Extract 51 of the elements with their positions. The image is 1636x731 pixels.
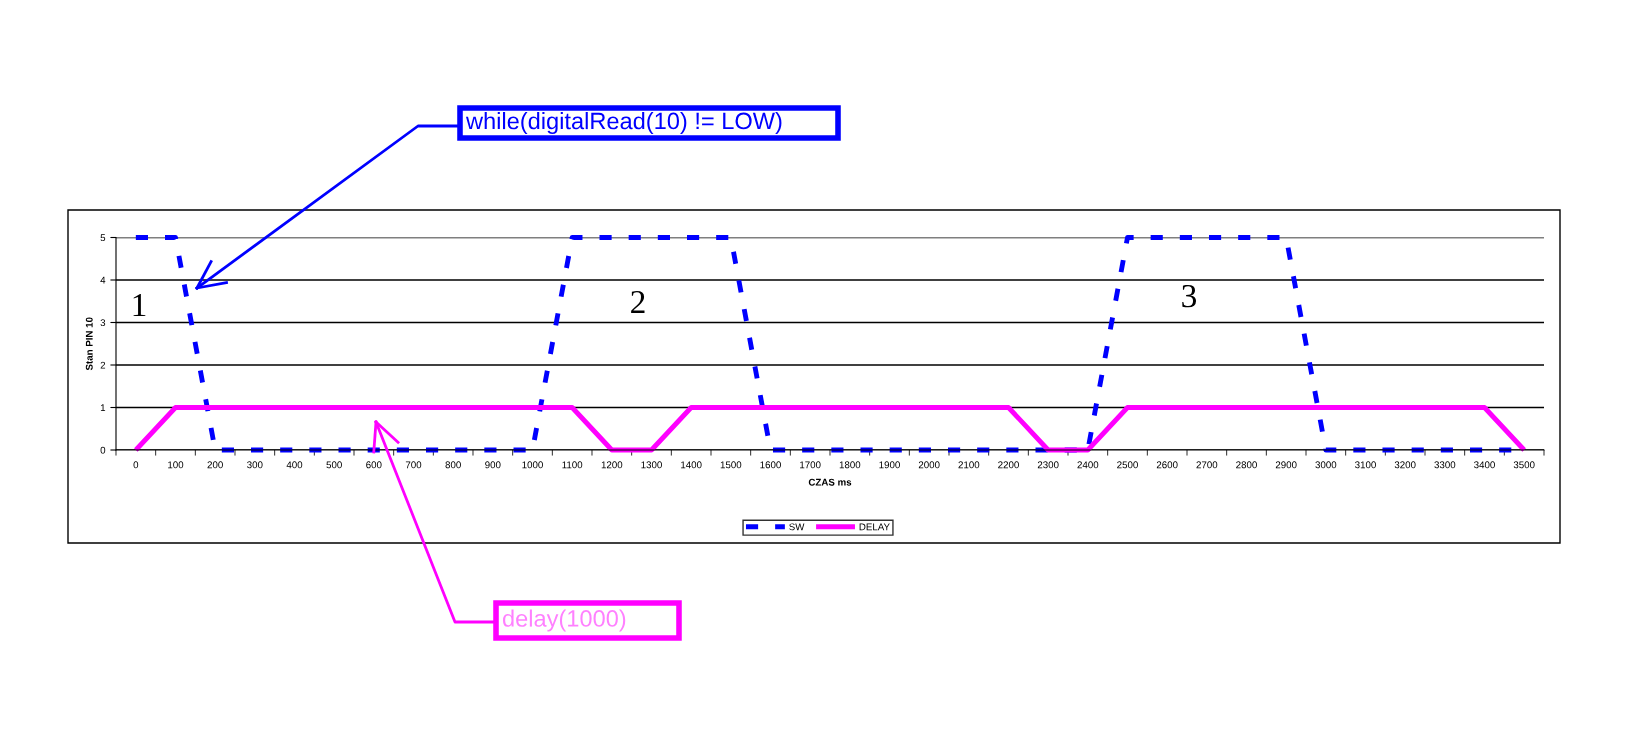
text: while(digitalRead(10) != LOW) bbox=[465, 112, 782, 135]
x-tick-label: 500 bbox=[326, 461, 342, 469]
x-tick-label: 400 bbox=[286, 461, 303, 469]
x-tick-label: 700 bbox=[405, 461, 422, 469]
text: delay(1000) bbox=[502, 609, 626, 632]
x-tick-label: 3300 bbox=[1434, 461, 1456, 469]
x-tick-label: 3500 bbox=[1513, 461, 1535, 469]
x-tick-label: 600 bbox=[366, 461, 382, 469]
y-axis-title: Stan PIN 10 bbox=[85, 317, 93, 371]
annotation: 3 bbox=[1182, 284, 1197, 308]
y-tick-label: 0 bbox=[100, 446, 106, 454]
annotation: 2 bbox=[631, 290, 645, 314]
x-tick-label: 100 bbox=[168, 461, 184, 469]
x-tick-label: 1100 bbox=[562, 461, 583, 469]
x-tick-label: 1200 bbox=[601, 461, 623, 469]
x-tick-label: 300 bbox=[247, 461, 263, 469]
y-tick-label: 1 bbox=[100, 404, 106, 412]
x-tick-label: 1000 bbox=[522, 461, 543, 469]
y-tick-label: 2 bbox=[100, 361, 106, 369]
x-tick-label: 800 bbox=[445, 461, 461, 469]
x-tick-label: 2700 bbox=[1196, 461, 1218, 469]
y-tick-label: 5 bbox=[100, 234, 106, 242]
x-tick-label: 1300 bbox=[641, 461, 662, 469]
x-tick-label: 1500 bbox=[720, 461, 742, 469]
x-tick-label: 2000 bbox=[918, 461, 940, 469]
x-tick-label: 1700 bbox=[800, 461, 821, 469]
x-tick-label: 2300 bbox=[1037, 461, 1059, 469]
legend-label: SW bbox=[789, 523, 805, 531]
x-tick-label: 2800 bbox=[1236, 461, 1257, 469]
annotation: 1 bbox=[133, 294, 146, 317]
x-tick-label: 1800 bbox=[839, 461, 861, 469]
x-tick-label: 900 bbox=[485, 461, 501, 469]
x-tick-label: 2100 bbox=[958, 461, 980, 469]
x-tick-label: 1600 bbox=[760, 461, 781, 469]
x-tick-label: 2500 bbox=[1117, 461, 1138, 469]
x-tick-label: 0 bbox=[133, 461, 139, 469]
x-tick-label: 3000 bbox=[1315, 461, 1337, 469]
x-tick-label: 1400 bbox=[681, 461, 702, 469]
x-tick-label: 3100 bbox=[1355, 461, 1376, 469]
x-tick-label: 3200 bbox=[1394, 461, 1416, 469]
x-axis-title: CZAS ms bbox=[808, 478, 852, 486]
x-tick-label: 3400 bbox=[1474, 461, 1495, 469]
y-tick-label: 3 bbox=[100, 319, 106, 327]
x-tick-label: 1900 bbox=[879, 461, 900, 469]
x-tick-label: 2600 bbox=[1156, 461, 1178, 469]
x-tick-label: 200 bbox=[207, 461, 223, 469]
x-tick-label: 2400 bbox=[1077, 461, 1099, 469]
y-tick-label: 4 bbox=[100, 276, 106, 284]
x-tick-label: 2900 bbox=[1275, 461, 1297, 469]
x-tick-label: 2200 bbox=[998, 461, 1019, 469]
legend-label: DELAY bbox=[859, 523, 890, 531]
